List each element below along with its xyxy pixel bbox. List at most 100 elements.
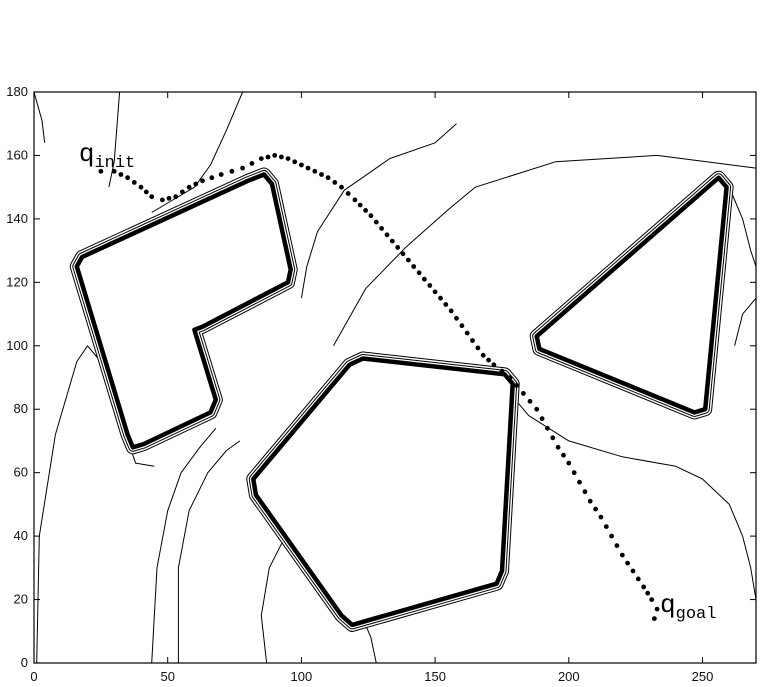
path-dot-55 [464,330,470,336]
path-dot-25 [292,159,298,165]
q-goal-label: qgoal [660,590,716,624]
path-dot-88 [649,597,655,602]
x-tick-label-100: 100 [291,669,313,684]
path-dot-27 [305,165,311,171]
path-dot-31 [332,180,338,185]
path-dot-87 [645,590,651,596]
path-dot-32 [339,184,344,190]
path-dot-7 [149,194,155,200]
y-tick-label-160: 160 [6,147,28,162]
path-dot-30 [325,175,331,181]
path-dot-61 [499,368,505,374]
path-dot-50 [438,295,443,301]
path-dot-53 [454,315,459,321]
path-dot-74 [577,479,582,485]
obstacle-pentagon [246,351,520,632]
y-tick-label-80: 80 [14,401,28,416]
y-tick-label-120: 120 [6,274,28,289]
path-dot-83 [625,560,630,566]
path-dot-80 [609,533,614,539]
path-dot-48 [427,283,433,288]
path-dot-45 [411,264,417,269]
path-dot-37 [368,213,374,219]
path-dot-57 [475,345,481,351]
path-dot-79 [603,524,609,529]
path-dot-66 [534,406,540,412]
y-tick-label-20: 20 [14,592,28,607]
path-dot-11 [180,189,185,195]
path-dot-36 [363,208,368,213]
path-dot-2 [118,172,124,177]
obstacle-boundary [251,356,515,628]
obstacle-boundary [534,175,729,415]
y-tick-label-0: 0 [21,655,28,670]
obstacle-triangle [529,170,734,420]
path-dot-63 [514,383,520,388]
path-dot-39 [379,226,384,231]
path-dot-24 [285,156,291,162]
path-dot-20 [258,156,264,162]
y-tick-label-100: 100 [6,338,28,353]
level-curve-3 [151,427,217,664]
path-dot-38 [373,219,379,225]
path-dot-16 [218,172,224,177]
path-dot-9 [166,195,172,201]
x-tick-label-150: 150 [424,669,446,684]
path-dot-70 [555,444,561,450]
path-dot-4 [131,180,137,185]
y-axis: 0 20 40 60 80 100 120 140 160 180 [6,84,756,670]
path-dot-10 [173,194,179,200]
obstacle-L-shape [69,167,298,455]
path-dot-52 [448,308,454,314]
path-dot-84 [630,568,636,574]
path-dot-44 [406,257,411,263]
path-dot-51 [443,302,449,307]
path-dot-60 [491,362,497,368]
y-tick-label-60: 60 [14,465,28,480]
path-dot-17 [229,168,235,174]
path-dot-62 [507,375,513,380]
planned-path [98,153,660,621]
path-dot-0 [98,168,104,174]
path-dot-26 [299,162,304,168]
q-init-label: qinit [79,139,135,173]
path-dot-23 [279,154,284,160]
x-tick-label-0: 0 [30,669,37,684]
path-dot-65 [527,398,533,404]
level-curve-13 [731,193,757,267]
path-dot-13 [193,181,199,187]
level-curve-10 [333,154,757,347]
path-dot-12 [186,184,192,190]
path-dot-35 [357,202,363,208]
obstacles [69,167,734,632]
path-dot-19 [249,161,255,166]
path-dot-29 [319,172,324,177]
path-dot-18 [240,165,246,171]
plot-frame [33,91,757,664]
path-dot-28 [312,168,318,174]
path-dot-75 [582,489,588,495]
path-dot-86 [641,584,647,590]
path-dot-89 [654,606,660,612]
path-dot-41 [389,238,395,244]
path-dot-56 [470,338,475,343]
path-dot-81 [614,543,620,548]
path-dot-76 [587,498,593,504]
path-dot-33 [345,191,351,196]
obstacle-boundary [74,172,293,450]
path-dot-3 [125,175,130,181]
level-curve-6 [300,123,457,299]
path-dot-47 [422,276,427,282]
level-curve-5 [177,440,241,663]
path-dot-42 [395,245,401,250]
level-curve-0 [33,91,46,143]
x-tick-label-250: 250 [692,669,714,684]
path-dot-73 [571,470,577,476]
path-dot-15 [209,175,215,181]
path-dot-1 [111,168,117,174]
path-dot-72 [566,460,572,466]
x-tick-label-200: 200 [558,669,580,684]
y-tick-label-140: 140 [6,211,28,226]
y-tick-label-180: 180 [6,84,28,99]
